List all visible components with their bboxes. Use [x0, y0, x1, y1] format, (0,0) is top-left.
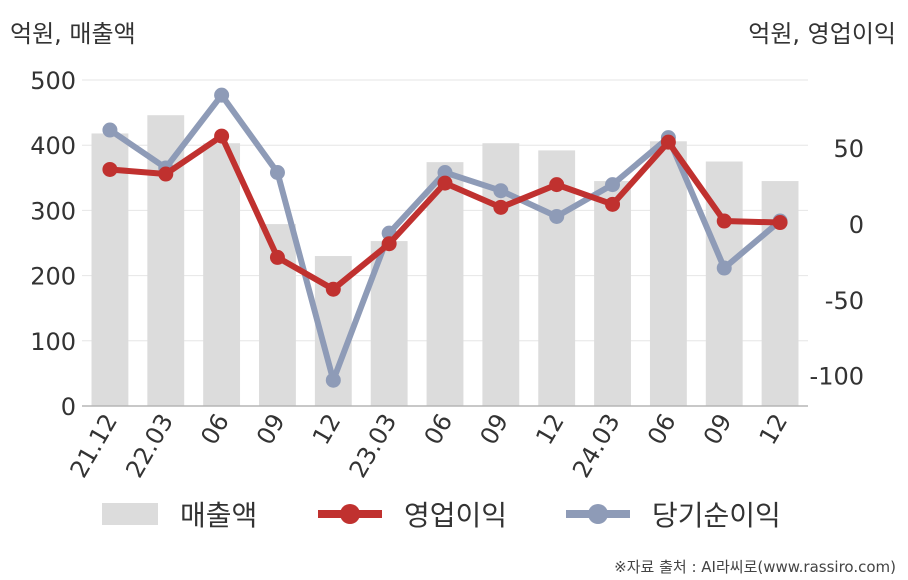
net-income-point	[716, 260, 732, 276]
revenue-bar	[426, 162, 464, 406]
legend-swatch-operating-profit	[318, 504, 382, 524]
legend-label-net-income: 당기순이익	[652, 499, 781, 532]
legend-item-net-income: 당기순이익	[566, 494, 781, 534]
left-tick-label: 0	[61, 393, 76, 421]
left-tick-label: 500	[30, 67, 76, 95]
net-income-point	[437, 164, 453, 180]
revenue-bar	[482, 143, 520, 406]
x-tick-label: 24.03	[567, 409, 626, 483]
x-tick-label: 09	[475, 409, 515, 449]
source-note: ※자료 출처 : AI라씨로(www.rassiro.com)	[614, 558, 896, 576]
operating-profit-point	[549, 177, 565, 193]
x-tick-label: 12	[754, 409, 794, 449]
operating-profit-point	[772, 215, 788, 231]
revenue-bar	[649, 141, 687, 406]
net-income-point	[605, 177, 621, 193]
operating-profit-point	[158, 166, 174, 182]
x-tick-label: 06	[195, 409, 235, 449]
legend-label-revenue: 매출액	[180, 499, 258, 532]
revenue-bar	[538, 150, 576, 406]
operating-profit-point	[437, 175, 453, 191]
x-tick-label: 12	[530, 409, 570, 449]
x-tick-label: 06	[642, 409, 682, 449]
x-tick-label: 23.03	[344, 409, 403, 483]
legend-item-revenue: 매출액	[102, 494, 257, 534]
x-tick-label: 22.03	[120, 409, 179, 483]
operating-profit-point	[493, 199, 509, 215]
left-tick-label: 200	[30, 263, 76, 291]
legend-label-operating-profit: 영업이익	[404, 499, 508, 532]
net-income-point	[549, 208, 565, 224]
legend-item-operating-profit: 영업이익	[318, 494, 507, 534]
legend: 매출액 영업이익 당기순이익	[0, 494, 908, 534]
x-tick-label: 06	[419, 409, 459, 449]
x-tick-label: 12	[307, 409, 347, 449]
revenue-bar	[91, 133, 129, 407]
operating-profit-point	[381, 236, 397, 252]
right-tick-label: 50	[833, 135, 864, 163]
x-tick-label: 09	[698, 409, 738, 449]
net-income-point	[102, 122, 118, 138]
net-income-point	[493, 183, 509, 199]
operating-profit-point	[660, 134, 676, 150]
left-axis-label: 억원, 매출액	[10, 20, 136, 48]
operating-profit-point	[214, 128, 230, 144]
left-tick-label: 400	[30, 132, 76, 160]
revenue-bar	[594, 181, 631, 406]
operating-profit-point	[102, 161, 118, 177]
legend-swatch-net-income	[566, 504, 630, 524]
right-axis-label: 억원, 영업이익	[748, 20, 896, 48]
net-income-point	[214, 87, 230, 103]
x-tick-label: 09	[251, 409, 291, 449]
left-tick-label: 300	[30, 197, 76, 225]
right-tick-label: -100	[810, 363, 864, 391]
operating-profit-point	[716, 213, 732, 229]
revenue-bar	[203, 143, 241, 406]
legend-swatch-revenue	[102, 503, 158, 525]
operating-profit-point	[325, 281, 341, 297]
right-tick-label: -50	[825, 287, 864, 315]
net-income-point	[269, 164, 285, 180]
right-tick-label: 0	[849, 211, 864, 239]
net-income-point	[325, 372, 341, 388]
operating-profit-point	[605, 196, 621, 212]
operating-profit-point	[269, 249, 285, 265]
left-tick-label: 100	[30, 328, 76, 356]
